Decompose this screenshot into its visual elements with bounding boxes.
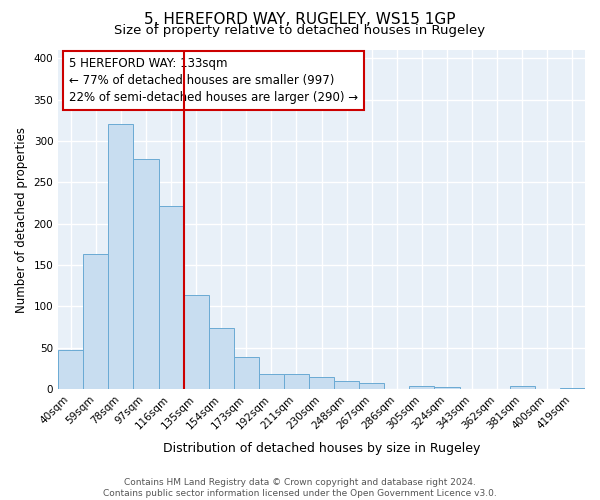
Bar xyxy=(334,381,359,389)
Bar xyxy=(309,377,334,389)
Text: Size of property relative to detached houses in Rugeley: Size of property relative to detached ho… xyxy=(115,24,485,37)
Bar xyxy=(510,386,535,389)
Bar xyxy=(184,295,209,389)
Bar xyxy=(209,328,234,389)
Bar xyxy=(109,124,133,389)
Bar xyxy=(560,388,585,389)
X-axis label: Distribution of detached houses by size in Rugeley: Distribution of detached houses by size … xyxy=(163,442,480,455)
Text: Contains HM Land Registry data © Crown copyright and database right 2024.
Contai: Contains HM Land Registry data © Crown c… xyxy=(103,478,497,498)
Y-axis label: Number of detached properties: Number of detached properties xyxy=(15,126,28,312)
Bar xyxy=(434,386,460,389)
Bar xyxy=(259,374,284,389)
Text: 5, HEREFORD WAY, RUGELEY, WS15 1GP: 5, HEREFORD WAY, RUGELEY, WS15 1GP xyxy=(144,12,456,28)
Bar xyxy=(133,159,158,389)
Text: 5 HEREFORD WAY: 133sqm
← 77% of detached houses are smaller (997)
22% of semi-de: 5 HEREFORD WAY: 133sqm ← 77% of detached… xyxy=(69,57,358,104)
Bar xyxy=(284,374,309,389)
Bar xyxy=(158,206,184,389)
Bar xyxy=(234,357,259,389)
Bar xyxy=(58,350,83,389)
Bar xyxy=(83,254,109,389)
Bar xyxy=(359,384,385,389)
Bar xyxy=(409,386,434,389)
